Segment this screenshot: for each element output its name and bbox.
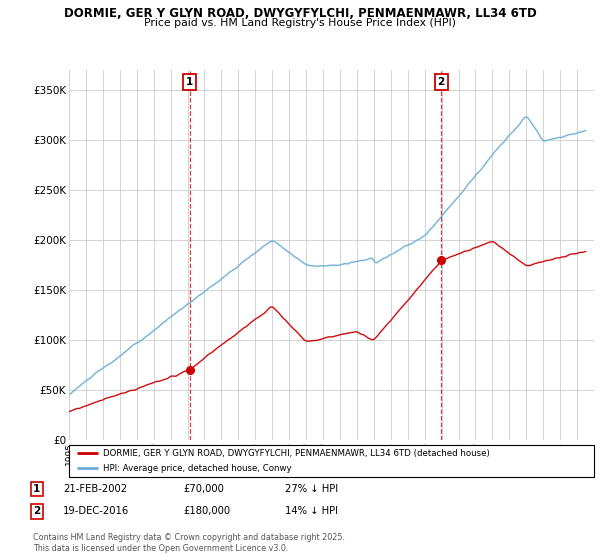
Text: 19-DEC-2016: 19-DEC-2016: [63, 506, 129, 516]
Text: 27% ↓ HPI: 27% ↓ HPI: [285, 484, 338, 494]
Text: 2: 2: [437, 77, 445, 87]
Text: Price paid vs. HM Land Registry's House Price Index (HPI): Price paid vs. HM Land Registry's House …: [144, 18, 456, 29]
Text: 1: 1: [186, 77, 193, 87]
Text: 1: 1: [33, 484, 40, 494]
Text: Contains HM Land Registry data © Crown copyright and database right 2025.
This d: Contains HM Land Registry data © Crown c…: [33, 533, 345, 553]
Text: DORMIE, GER Y GLYN ROAD, DWYGYFYLCHI, PENMAENMAWR, LL34 6TD: DORMIE, GER Y GLYN ROAD, DWYGYFYLCHI, PE…: [64, 7, 536, 20]
Text: HPI: Average price, detached house, Conwy: HPI: Average price, detached house, Conw…: [103, 464, 292, 473]
Text: 2: 2: [33, 506, 40, 516]
Text: £70,000: £70,000: [183, 484, 224, 494]
Text: £180,000: £180,000: [183, 506, 230, 516]
Text: 14% ↓ HPI: 14% ↓ HPI: [285, 506, 338, 516]
Text: 21-FEB-2002: 21-FEB-2002: [63, 484, 127, 494]
Text: DORMIE, GER Y GLYN ROAD, DWYGYFYLCHI, PENMAENMAWR, LL34 6TD (detached house): DORMIE, GER Y GLYN ROAD, DWYGYFYLCHI, PE…: [103, 449, 490, 458]
